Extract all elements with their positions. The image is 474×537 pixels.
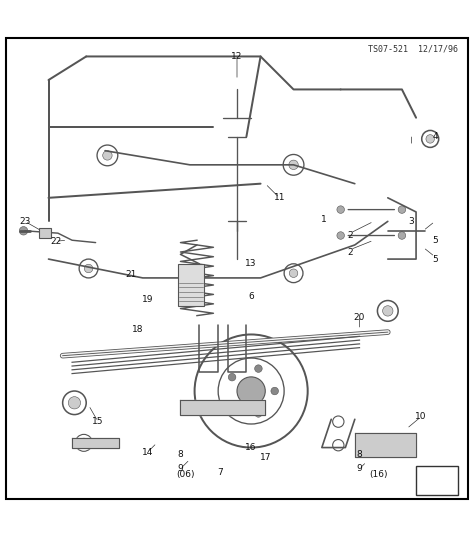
Circle shape <box>255 410 262 417</box>
Text: 8: 8 <box>178 450 183 459</box>
Circle shape <box>383 306 393 316</box>
Text: 18: 18 <box>132 325 144 334</box>
Circle shape <box>103 151 112 160</box>
Circle shape <box>271 387 278 395</box>
Polygon shape <box>355 433 416 457</box>
Text: 9: 9 <box>178 465 183 473</box>
Text: 13: 13 <box>246 259 257 268</box>
Circle shape <box>228 401 236 409</box>
Text: (06): (06) <box>176 470 194 479</box>
Text: 11: 11 <box>273 193 285 202</box>
Text: 2: 2 <box>347 231 353 240</box>
Text: 2: 2 <box>347 248 353 257</box>
Text: 23: 23 <box>19 217 31 226</box>
Circle shape <box>84 264 93 273</box>
Circle shape <box>228 373 236 381</box>
Circle shape <box>19 227 28 235</box>
Circle shape <box>337 232 345 240</box>
Text: 7: 7 <box>218 468 223 476</box>
Text: TS07-521  12/17/96: TS07-521 12/17/96 <box>368 45 458 54</box>
Text: 5: 5 <box>432 236 438 245</box>
Text: (16): (16) <box>369 470 388 479</box>
Circle shape <box>398 232 406 240</box>
Text: 10: 10 <box>415 412 427 422</box>
Text: 6: 6 <box>248 292 254 301</box>
Circle shape <box>68 397 81 409</box>
FancyBboxPatch shape <box>178 264 204 306</box>
Text: 8: 8 <box>356 450 363 459</box>
Text: 5: 5 <box>432 255 438 264</box>
Circle shape <box>426 135 435 143</box>
Text: 1: 1 <box>321 214 327 223</box>
FancyBboxPatch shape <box>39 228 51 238</box>
Text: 21: 21 <box>125 270 137 279</box>
Text: 15: 15 <box>92 417 104 426</box>
Circle shape <box>79 438 89 447</box>
Text: 20: 20 <box>354 314 365 323</box>
Circle shape <box>289 160 298 170</box>
Text: 3: 3 <box>409 217 414 226</box>
Circle shape <box>289 269 298 278</box>
Polygon shape <box>181 401 265 415</box>
Text: 19: 19 <box>142 295 153 303</box>
Text: 9: 9 <box>356 465 363 473</box>
FancyBboxPatch shape <box>416 467 458 495</box>
Circle shape <box>255 365 262 372</box>
Text: 12: 12 <box>231 52 243 61</box>
Text: 22: 22 <box>50 237 61 245</box>
Text: 14: 14 <box>142 448 153 457</box>
Polygon shape <box>72 438 119 447</box>
Circle shape <box>237 377 265 405</box>
Text: 16: 16 <box>246 443 257 452</box>
Circle shape <box>398 206 406 213</box>
Text: 17: 17 <box>260 453 271 462</box>
Circle shape <box>337 206 345 213</box>
Text: 4: 4 <box>432 132 438 141</box>
